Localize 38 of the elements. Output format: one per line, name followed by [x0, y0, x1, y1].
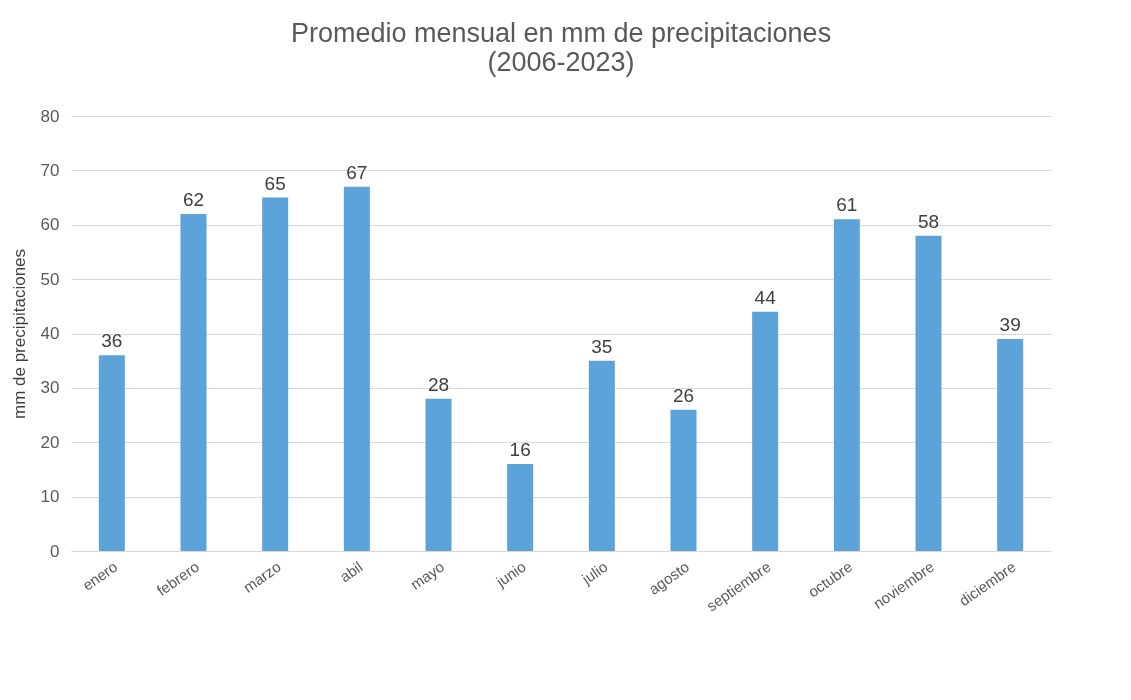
data-label: 26 — [672, 384, 695, 406]
y-tick-label: 10 — [40, 487, 60, 507]
bar — [588, 360, 615, 551]
bar — [507, 464, 534, 551]
data-label: 36 — [101, 330, 123, 352]
bar — [180, 213, 207, 551]
y-tick-label: 70 — [40, 160, 60, 180]
data-label: 61 — [836, 194, 858, 216]
bar — [752, 311, 779, 551]
y-tick-label: 80 — [40, 106, 60, 126]
bar — [833, 219, 860, 551]
bar — [98, 355, 125, 551]
text: Promedio mensual en mm de precipitaciones — [290, 18, 832, 48]
x-tick-label: abil — [336, 557, 366, 586]
bar — [915, 235, 942, 551]
data-label: 44 — [754, 286, 777, 308]
bar — [997, 338, 1024, 551]
data-label: 58 — [917, 210, 940, 232]
bar — [262, 197, 289, 551]
data-label: 67 — [346, 161, 368, 183]
data-label: 65 — [264, 172, 286, 194]
y-axis-title: mm de precipitaciones — [9, 248, 29, 420]
y-tick-label: 60 — [40, 215, 60, 235]
bar — [670, 409, 697, 551]
bar — [425, 398, 452, 551]
data-label: 16 — [509, 439, 531, 460]
data-label: 28 — [427, 373, 450, 395]
y-tick-label: 30 — [40, 378, 60, 398]
y-tick-label: 0 — [50, 541, 60, 561]
text: (2006-2023) — [487, 47, 635, 77]
y-tick-label: 20 — [40, 432, 60, 452]
data-label: 35 — [591, 335, 613, 357]
bar — [343, 186, 370, 551]
y-tick-label: 40 — [40, 324, 60, 343]
data-label: 39 — [999, 313, 1021, 335]
x-tick-label: julio — [578, 557, 611, 588]
y-tick-label: 50 — [40, 269, 60, 289]
data-label: 62 — [182, 188, 205, 210]
